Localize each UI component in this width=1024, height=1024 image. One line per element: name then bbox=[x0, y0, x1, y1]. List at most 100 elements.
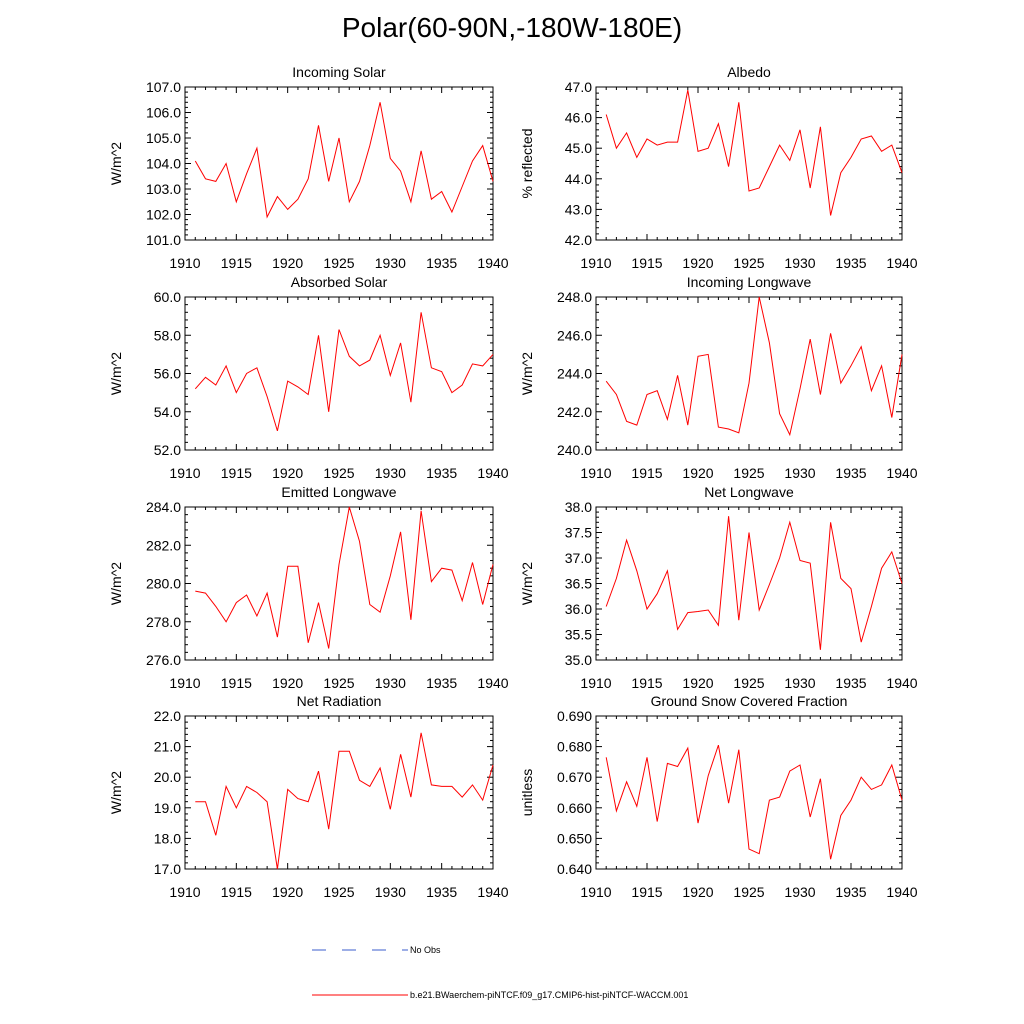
x-tick-label: 1935 bbox=[835, 675, 866, 691]
x-tick-label: 1925 bbox=[323, 675, 354, 691]
plot-frame bbox=[595, 296, 903, 451]
x-tick-label: 1940 bbox=[477, 465, 508, 481]
chart-panel: Ground Snow Covered Fraction unitless 0.64… bbox=[519, 693, 918, 900]
y-tick-label: 248.0 bbox=[557, 289, 592, 305]
x-tick-label: 1940 bbox=[886, 465, 917, 481]
x-tick-label: 1930 bbox=[784, 255, 815, 271]
series-line bbox=[605, 744, 903, 860]
plot-frame bbox=[184, 86, 494, 241]
x-tick-label: 1920 bbox=[682, 675, 713, 691]
panel-title: Incoming Solar bbox=[292, 64, 386, 80]
x-tick-label: 1925 bbox=[323, 465, 354, 481]
x-tick-label: 1915 bbox=[631, 675, 662, 691]
y-tick-label: 45.0 bbox=[565, 140, 592, 156]
x-tick-label: 1910 bbox=[169, 675, 200, 691]
x-tick-label: 1930 bbox=[375, 675, 406, 691]
y-tick-label: 17.0 bbox=[154, 861, 181, 877]
panel-title: Incoming Longwave bbox=[687, 274, 812, 290]
y-tick-label: 47.0 bbox=[565, 79, 592, 95]
x-tick-label: 1920 bbox=[682, 255, 713, 271]
series-line bbox=[605, 90, 903, 216]
legend-label-no-obs: No Obs bbox=[410, 945, 441, 955]
series-line bbox=[195, 506, 494, 649]
y-tick-label: 0.640 bbox=[557, 861, 592, 877]
x-tick-label: 1920 bbox=[272, 255, 303, 271]
y-tick-label: 246.0 bbox=[557, 327, 592, 343]
legend: No Obs b.e21.BWaerchem-piNTCF.f09_g17.CMI… bbox=[312, 945, 688, 1000]
y-tick-label: 0.670 bbox=[557, 769, 592, 785]
x-tick-label: 1925 bbox=[733, 675, 764, 691]
y-tick-label: 22.0 bbox=[154, 708, 181, 724]
x-tick-label: 1920 bbox=[272, 884, 303, 900]
y-axis-label: % reflected bbox=[519, 128, 535, 198]
plot-frame bbox=[184, 506, 494, 661]
x-tick-label: 1915 bbox=[221, 255, 252, 271]
x-tick-label: 1940 bbox=[477, 884, 508, 900]
plot-frame bbox=[595, 86, 903, 241]
panel-title: Emitted Longwave bbox=[281, 484, 396, 500]
x-tick-label: 1935 bbox=[835, 255, 866, 271]
y-axis-label: W/m^2 bbox=[108, 352, 124, 395]
x-tick-label: 1930 bbox=[784, 884, 815, 900]
chart-panel: Incoming Solar W/m^2 101.0 102.0 103.0 104.0 1… bbox=[108, 64, 509, 271]
x-tick-label: 1915 bbox=[631, 255, 662, 271]
x-tick-label: 1915 bbox=[221, 675, 252, 691]
plot-frame bbox=[595, 506, 903, 661]
x-tick-label: 1915 bbox=[631, 884, 662, 900]
x-tick-label: 1920 bbox=[272, 465, 303, 481]
y-tick-label: 21.0 bbox=[154, 739, 181, 755]
y-axis-label: W/m^2 bbox=[108, 562, 124, 605]
x-tick-label: 1935 bbox=[426, 255, 457, 271]
x-tick-label: 1935 bbox=[426, 675, 457, 691]
x-tick-label: 1935 bbox=[835, 465, 866, 481]
chart-panel: Albedo % reflected 42.0 43.0 44.0 45.0 46.0 47.… bbox=[519, 64, 918, 271]
y-tick-label: 280.0 bbox=[146, 576, 181, 592]
y-tick-label: 35.5 bbox=[565, 627, 592, 643]
y-tick-label: 282.0 bbox=[146, 537, 181, 553]
panel-title: Albedo bbox=[727, 64, 771, 80]
y-tick-label: 19.0 bbox=[154, 800, 181, 816]
chart-panel: Net Radiation W/m^2 17.0 18.0 19.0 20.0 21.0 22… bbox=[108, 693, 509, 900]
y-tick-label: 106.0 bbox=[146, 105, 181, 121]
y-axis-label: W/m^2 bbox=[519, 352, 535, 395]
series-line bbox=[605, 296, 903, 437]
y-tick-label: 102.0 bbox=[146, 207, 181, 223]
y-tick-label: 242.0 bbox=[557, 404, 592, 420]
x-tick-label: 1925 bbox=[323, 884, 354, 900]
y-tick-label: 35.0 bbox=[565, 652, 592, 668]
y-tick-label: 43.0 bbox=[565, 201, 592, 217]
series-line bbox=[605, 516, 903, 650]
x-tick-label: 1910 bbox=[580, 884, 611, 900]
y-tick-label: 244.0 bbox=[557, 366, 592, 382]
x-tick-label: 1915 bbox=[221, 465, 252, 481]
x-tick-label: 1925 bbox=[323, 255, 354, 271]
x-tick-label: 1910 bbox=[169, 255, 200, 271]
chart-panel: Emitted Longwave W/m^2 276.0 278.0 280.0 282.… bbox=[108, 484, 509, 691]
y-tick-label: 0.650 bbox=[557, 830, 592, 846]
y-tick-label: 0.660 bbox=[557, 800, 592, 816]
panel-title: Absorbed Solar bbox=[291, 274, 388, 290]
y-tick-label: 240.0 bbox=[557, 442, 592, 458]
x-tick-label: 1940 bbox=[886, 884, 917, 900]
y-tick-label: 44.0 bbox=[565, 171, 592, 187]
y-tick-label: 276.0 bbox=[146, 652, 181, 668]
x-tick-label: 1930 bbox=[375, 255, 406, 271]
x-tick-label: 1925 bbox=[733, 884, 764, 900]
y-tick-label: 36.5 bbox=[565, 576, 592, 592]
y-tick-label: 0.680 bbox=[557, 739, 592, 755]
x-tick-label: 1925 bbox=[733, 465, 764, 481]
series-line bbox=[194, 102, 494, 219]
y-tick-label: 103.0 bbox=[146, 181, 181, 197]
y-tick-label: 0.690 bbox=[557, 708, 592, 724]
x-tick-label: 1910 bbox=[580, 675, 611, 691]
x-tick-label: 1915 bbox=[221, 884, 252, 900]
x-tick-label: 1910 bbox=[580, 465, 611, 481]
chart-panel: Absorbed Solar W/m^2 52.0 54.0 56.0 58.0 60.0 1… bbox=[108, 274, 509, 481]
x-tick-label: 1910 bbox=[580, 255, 611, 271]
x-tick-label: 1940 bbox=[886, 675, 917, 691]
chart-panel: Net Longwave W/m^2 35.0 35.5 36.0 36.5 37.0 37.… bbox=[519, 484, 918, 691]
x-tick-label: 1920 bbox=[682, 884, 713, 900]
x-tick-label: 1935 bbox=[426, 465, 457, 481]
x-tick-label: 1940 bbox=[477, 675, 508, 691]
